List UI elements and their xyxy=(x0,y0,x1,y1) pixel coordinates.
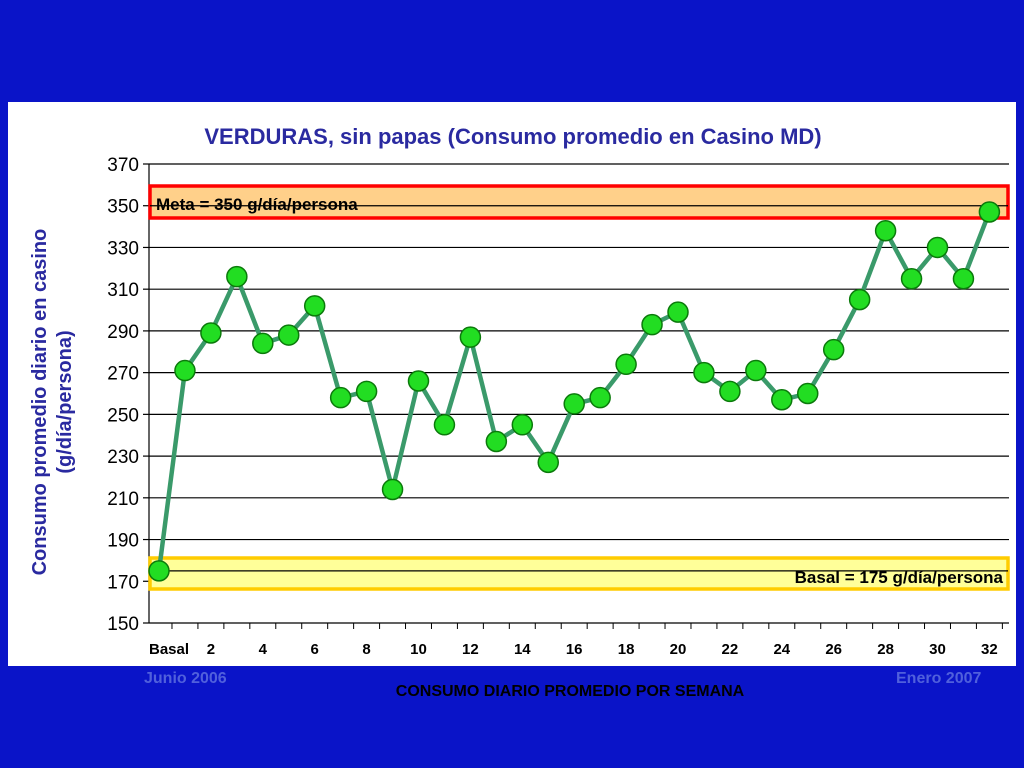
y-tick-label: 230 xyxy=(107,447,139,468)
data-point xyxy=(797,382,819,405)
data-point xyxy=(641,313,663,336)
data-point xyxy=(511,414,534,436)
data-point xyxy=(900,268,923,290)
y-axis-title-line-2: (g/día/persona) xyxy=(54,330,76,473)
data-point xyxy=(848,288,871,311)
data-point xyxy=(200,322,222,344)
y-tick-label: 330 xyxy=(107,238,139,259)
x-tick-label: 8 xyxy=(362,641,370,658)
x-tick-label: 22 xyxy=(722,641,739,658)
data-point xyxy=(745,359,767,382)
series-polyline xyxy=(156,211,992,572)
data-point xyxy=(822,338,845,361)
y-tick-label: 350 xyxy=(107,197,139,218)
data-point xyxy=(874,220,897,242)
data-point xyxy=(329,386,352,409)
data-point xyxy=(952,268,975,290)
data-point xyxy=(667,301,689,323)
y-tick-label: 370 xyxy=(107,155,139,176)
data-point xyxy=(226,265,248,288)
data-point xyxy=(278,324,300,346)
data-point xyxy=(407,370,430,392)
chart-svg: VERDURAS, sin papas (Consumo promedio en… xyxy=(29,124,1010,658)
band-0 xyxy=(148,184,1010,220)
y-tick-label: 290 xyxy=(107,322,139,343)
start-date-label: Junio 2006 xyxy=(144,670,227,687)
y-tick-label: 210 xyxy=(107,489,139,510)
y-tick-label: 170 xyxy=(107,572,139,593)
data-point xyxy=(174,359,196,382)
x-tick-labels: Basal 2 4 6 8 10 12 14 16 18 20 22 24 26 28 30 32 xyxy=(149,641,998,658)
data-point xyxy=(381,478,404,501)
y-tick-label: 250 xyxy=(107,405,139,426)
data-point xyxy=(615,353,637,376)
y-tick-labels: 150 170 190 210 230 250 270 290 310 330 350 370 xyxy=(107,155,139,635)
x-tick-label: 28 xyxy=(877,641,894,658)
y-tick-label: 270 xyxy=(107,364,139,385)
series-line xyxy=(156,211,992,572)
data-point xyxy=(459,326,482,348)
x-axis-title: CONSUMO DIARIO PROMEDIO POR SEMANA xyxy=(395,683,745,700)
x-tick-label: 10 xyxy=(410,641,427,658)
data-point xyxy=(563,393,585,415)
y-tick-label: 150 xyxy=(107,614,139,635)
band-label-0: Meta = 350 g/día/persona xyxy=(156,195,358,214)
x-tick-label: 2 xyxy=(207,641,215,658)
x-tick-label: 16 xyxy=(566,641,583,658)
x-tick-label: 26 xyxy=(825,641,842,658)
data-point xyxy=(303,295,326,317)
data-point xyxy=(433,414,456,436)
y-tick-label: 190 xyxy=(107,531,139,552)
x-tick-label: 32 xyxy=(981,641,998,658)
x-tick-label: 4 xyxy=(259,641,268,658)
data-point xyxy=(693,361,715,384)
data-point xyxy=(355,380,378,403)
x-tick-label: 6 xyxy=(311,641,319,658)
band-label-1: Basal = 175 g/día/persona xyxy=(795,568,1004,587)
data-points xyxy=(148,201,1001,582)
data-point xyxy=(589,386,611,409)
x-tick-label: 30 xyxy=(929,641,946,658)
data-point xyxy=(926,236,949,259)
chart-panel: VERDURAS, sin papas (Consumo promedio en… xyxy=(8,102,1016,666)
x-tick-label: Basal xyxy=(149,641,189,658)
data-point xyxy=(485,430,508,453)
end-date-label: Enero 2007 xyxy=(896,670,982,687)
data-point xyxy=(978,201,1001,223)
x-tick-label: 24 xyxy=(773,641,790,658)
x-tick-label: 14 xyxy=(514,641,531,658)
y-axis-title-line-1: Consumo promedio diario en casino xyxy=(29,229,51,576)
x-tick-label: 20 xyxy=(670,641,687,658)
data-point xyxy=(252,332,274,355)
y-tick-label: 310 xyxy=(107,280,139,301)
data-point xyxy=(537,451,559,474)
data-point xyxy=(148,560,170,582)
x-tick-label: 18 xyxy=(618,641,635,658)
x-tick-label: 12 xyxy=(462,641,479,658)
data-point xyxy=(719,380,741,403)
data-point xyxy=(771,389,793,411)
chart-title: VERDURAS, sin papas (Consumo promedio en… xyxy=(204,124,821,149)
